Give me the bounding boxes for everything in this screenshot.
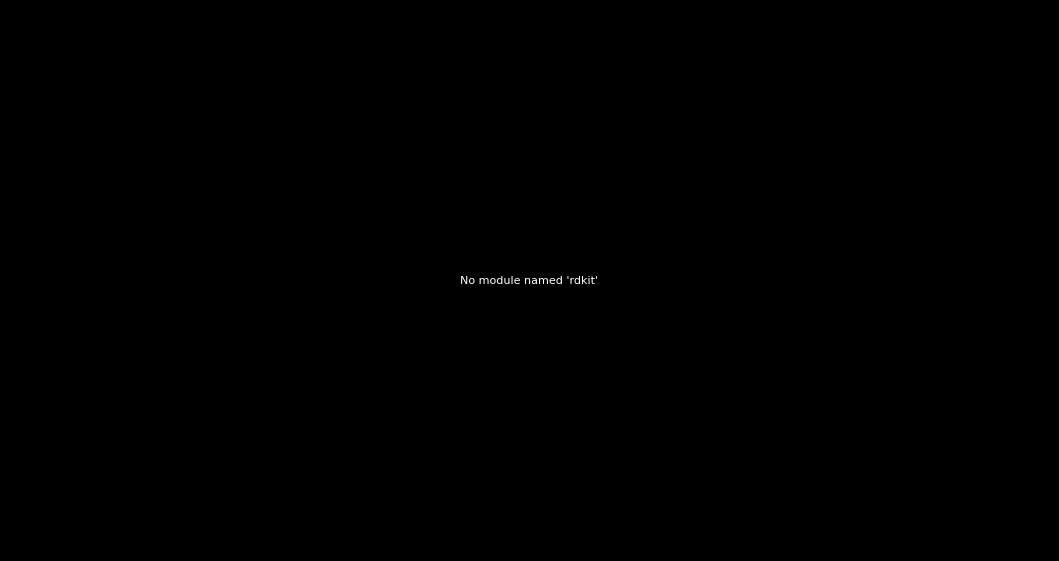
Text: No module named 'rdkit': No module named 'rdkit' (461, 275, 598, 286)
